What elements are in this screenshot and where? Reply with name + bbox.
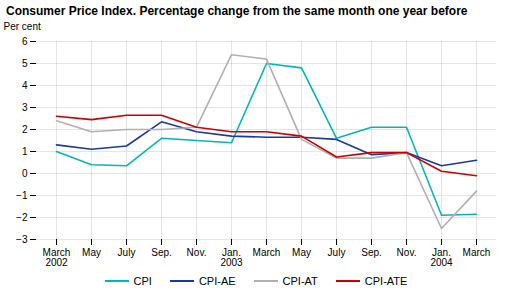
- svg-text:July: July: [118, 247, 136, 258]
- svg-text:1: 1: [22, 146, 28, 157]
- html-text:CPI-ATE: CPI-ATE: [364, 275, 408, 287]
- svg-text:March: March: [253, 247, 281, 258]
- svg-text:July: July: [328, 247, 346, 258]
- svg-text:Jan.2004: Jan.2004: [430, 247, 453, 268]
- svg-text:March: March: [463, 247, 491, 258]
- svg-text:Sep.: Sep.: [151, 247, 172, 258]
- svg-text:May: May: [82, 247, 101, 258]
- svg-text:May: May: [292, 247, 311, 258]
- svg-text:0: 0: [22, 168, 28, 179]
- svg-text:Nov.: Nov.: [187, 247, 207, 258]
- svg-text:2: 2: [22, 124, 28, 135]
- html-text:CPI: CPI: [133, 275, 152, 287]
- svg-text:5: 5: [22, 58, 28, 69]
- svg-text:4: 4: [22, 80, 28, 91]
- html-text:Consumer Price Index. Percenta: Consumer Price Index. Percentage change …: [6, 4, 468, 18]
- svg-text:3: 3: [22, 102, 28, 113]
- svg-text:−1: −1: [16, 190, 28, 201]
- svg-text:6: 6: [22, 36, 28, 47]
- svg-text:Per cent: Per cent: [4, 21, 41, 32]
- svg-text:Jan.2003: Jan.2003: [220, 247, 243, 268]
- svg-text:−3: −3: [16, 234, 28, 245]
- svg-text:March2002: March2002: [43, 247, 71, 268]
- svg-text:Sep.: Sep.: [361, 247, 382, 258]
- svg-text:Nov.: Nov.: [397, 247, 417, 258]
- html-text:CPI-AE: CPI-AE: [198, 275, 236, 287]
- svg-text:−2: −2: [16, 212, 28, 223]
- html-text:CPI-AT: CPI-AT: [282, 275, 318, 287]
